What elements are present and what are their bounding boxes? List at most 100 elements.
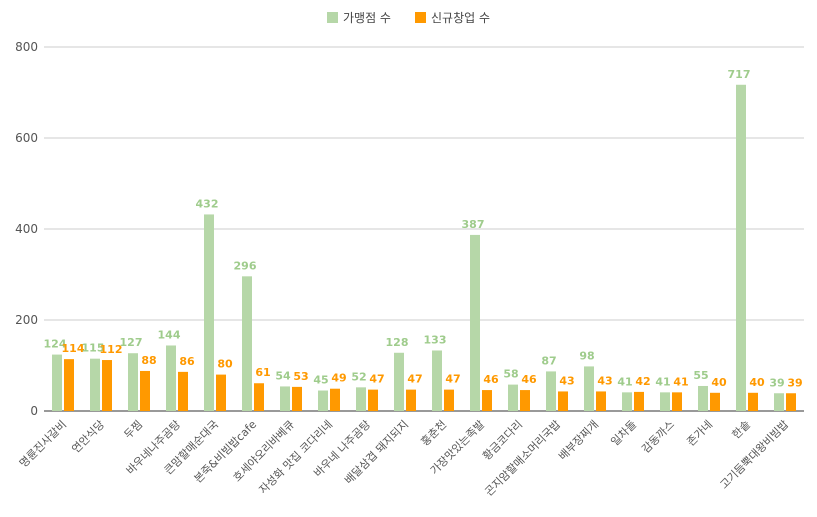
legend-swatch xyxy=(327,12,338,23)
bar xyxy=(368,389,378,411)
bar xyxy=(546,371,556,411)
legend-label: 신규창업 수 xyxy=(431,11,490,25)
bar xyxy=(242,276,252,411)
data-label: 133 xyxy=(424,333,447,346)
data-label: 127 xyxy=(120,336,143,349)
bar xyxy=(710,392,720,411)
data-label: 41 xyxy=(673,375,688,388)
x-tick-label: 연안식당 xyxy=(69,418,107,456)
bar xyxy=(520,390,530,411)
data-label: 296 xyxy=(234,259,257,272)
data-label: 46 xyxy=(521,373,537,386)
x-tick-label: 명륜진사갈비 xyxy=(16,417,69,470)
data-label: 115 xyxy=(82,342,105,355)
data-label: 114 xyxy=(62,342,85,355)
data-label: 43 xyxy=(597,374,612,387)
bar xyxy=(280,386,290,411)
bar xyxy=(64,359,74,411)
data-label: 432 xyxy=(196,197,219,210)
data-label: 80 xyxy=(217,358,233,371)
y-tick-label: 800 xyxy=(15,40,38,54)
legend-label: 가맹점 수 xyxy=(343,11,391,25)
bar xyxy=(660,392,670,411)
y-tick-label: 400 xyxy=(15,222,38,236)
data-label: 98 xyxy=(579,349,594,362)
bar xyxy=(394,352,404,411)
x-tick-label: 한솥 xyxy=(730,418,754,442)
data-label: 39 xyxy=(787,376,802,389)
data-label: 42 xyxy=(635,375,650,388)
x-tick-label: 존가네 xyxy=(684,418,715,449)
bar xyxy=(292,386,302,411)
bar xyxy=(508,384,518,411)
legend: 가맹점 수 신규창업 수 xyxy=(327,11,490,25)
x-tick-label: 일차돌 xyxy=(608,417,639,448)
data-label: 40 xyxy=(711,376,727,389)
data-label: 128 xyxy=(386,336,409,349)
bar xyxy=(216,374,226,411)
data-label: 47 xyxy=(407,373,422,386)
bar xyxy=(102,360,112,411)
bar xyxy=(672,392,682,411)
bars xyxy=(52,84,796,411)
bar xyxy=(634,391,644,411)
data-label: 55 xyxy=(693,369,708,382)
bar xyxy=(596,391,606,411)
data-label: 47 xyxy=(369,373,384,386)
data-label: 46 xyxy=(483,373,499,386)
bar xyxy=(558,391,568,411)
data-label: 58 xyxy=(503,368,518,381)
x-tick-label: 배부장찌개 xyxy=(556,418,601,463)
bar xyxy=(698,385,708,411)
data-label: 717 xyxy=(728,68,751,81)
bar xyxy=(356,387,366,411)
y-tick-label: 0 xyxy=(30,404,38,418)
data-label: 40 xyxy=(749,376,765,389)
data-label: 47 xyxy=(445,373,460,386)
data-label: 45 xyxy=(313,374,328,387)
bar xyxy=(748,392,758,411)
x-tick-label: 고기듬뿍대왕비빔밥 xyxy=(718,418,792,492)
data-label: 54 xyxy=(275,369,291,382)
bar xyxy=(204,214,214,411)
y-tick-label: 600 xyxy=(15,131,38,145)
bar xyxy=(254,383,264,411)
bar xyxy=(622,392,632,411)
bar xyxy=(432,350,442,411)
y-tick-label: 200 xyxy=(15,313,38,327)
x-tick-label: 곤지암할매소머리국밥 xyxy=(482,418,563,499)
bar xyxy=(584,366,594,411)
bar xyxy=(786,393,796,411)
bar xyxy=(166,345,176,411)
data-label: 52 xyxy=(351,370,366,383)
bar xyxy=(90,358,100,411)
data-label: 53 xyxy=(293,370,308,383)
bar xyxy=(140,370,150,411)
data-label: 87 xyxy=(541,354,556,367)
data-label: 43 xyxy=(559,374,574,387)
bar xyxy=(736,84,746,411)
bar xyxy=(406,389,416,411)
data-label: 144 xyxy=(158,328,181,341)
bar xyxy=(774,393,784,411)
data-label: 61 xyxy=(255,366,270,379)
bar xyxy=(482,390,492,411)
data-label: 387 xyxy=(462,218,485,231)
data-label: 49 xyxy=(331,372,346,385)
data-label: 86 xyxy=(179,355,195,368)
x-tick-label: 홍춘천 xyxy=(418,417,449,448)
bar xyxy=(470,234,480,411)
bar xyxy=(444,389,454,411)
data-label: 39 xyxy=(769,376,784,389)
bar xyxy=(330,388,340,411)
data-label: 41 xyxy=(655,375,670,388)
legend-swatch xyxy=(415,12,426,23)
data-label: 41 xyxy=(617,375,632,388)
bar xyxy=(52,354,62,411)
data-label: 112 xyxy=(100,343,123,356)
x-axis: 명륜진사갈비 연안식당 두찜바우네나주곰탕큰맘할매순대국본죽&비빔밥cafe호세야오… xyxy=(16,417,791,498)
data-label: 124 xyxy=(44,338,67,351)
x-tick-label: 두찜 xyxy=(122,418,146,442)
